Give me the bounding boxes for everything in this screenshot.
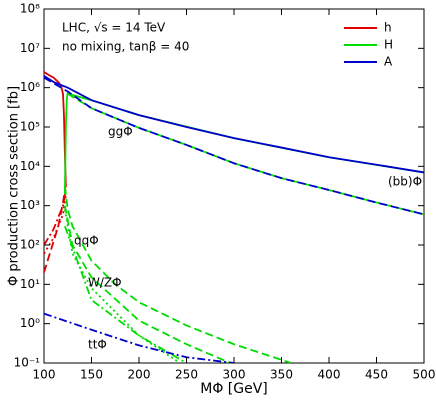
x-tick-label: 450 <box>365 368 388 382</box>
y-tick-label: 10⁵ <box>20 120 40 134</box>
y-tick-label: 10¹ <box>20 277 40 291</box>
y-tick-label: 10⁷ <box>20 41 40 55</box>
curve <box>67 92 424 216</box>
x-tick-label: 500 <box>413 368 436 382</box>
x-tick-label: 200 <box>128 368 151 382</box>
annotation: (bb)Φ <box>388 175 422 189</box>
y-tick-label: 10⁰ <box>20 316 40 330</box>
x-tick-label: 400 <box>318 368 341 382</box>
curve <box>44 76 424 216</box>
x-axis-label: MΦ [GeV] <box>200 381 268 397</box>
note: LHC, √s = 14 TeV <box>62 21 166 35</box>
annotation: W/ZΦ <box>88 276 122 290</box>
note: no mixing, tanβ = 40 <box>62 40 189 54</box>
annotation: ggΦ <box>108 125 133 139</box>
legend-label: h <box>384 21 392 35</box>
curve <box>64 91 424 194</box>
x-tick-label: 100 <box>33 368 56 382</box>
curves <box>44 71 424 363</box>
x-tick-label: 350 <box>270 368 293 382</box>
legend-label: H <box>384 38 393 52</box>
x-tick-label: 150 <box>80 368 103 382</box>
y-tick-label: 10² <box>20 238 40 252</box>
y-tick-label: 10⁴ <box>20 159 40 173</box>
annotation: ttΦ <box>88 338 107 352</box>
y-axis-label: Φ production cross section [fb] <box>7 86 22 286</box>
annotation: qqΦ <box>74 234 99 248</box>
curve <box>44 189 67 246</box>
x-tick-label: 300 <box>223 368 246 382</box>
curve <box>64 225 187 363</box>
y-tick-label: 10⁶ <box>20 80 40 94</box>
curve <box>64 205 231 363</box>
y-tick-label: 10³ <box>20 198 40 212</box>
y-tick-label: 10⁻¹ <box>14 356 41 370</box>
curve <box>44 75 424 174</box>
curve <box>64 186 292 363</box>
curve <box>44 195 67 255</box>
y-tick-label: 10⁸ <box>20 2 40 16</box>
curve <box>44 312 235 363</box>
legend-label: A <box>384 55 393 69</box>
curve <box>44 184 67 273</box>
curve <box>44 71 67 187</box>
x-tick-label: 250 <box>175 368 198 382</box>
